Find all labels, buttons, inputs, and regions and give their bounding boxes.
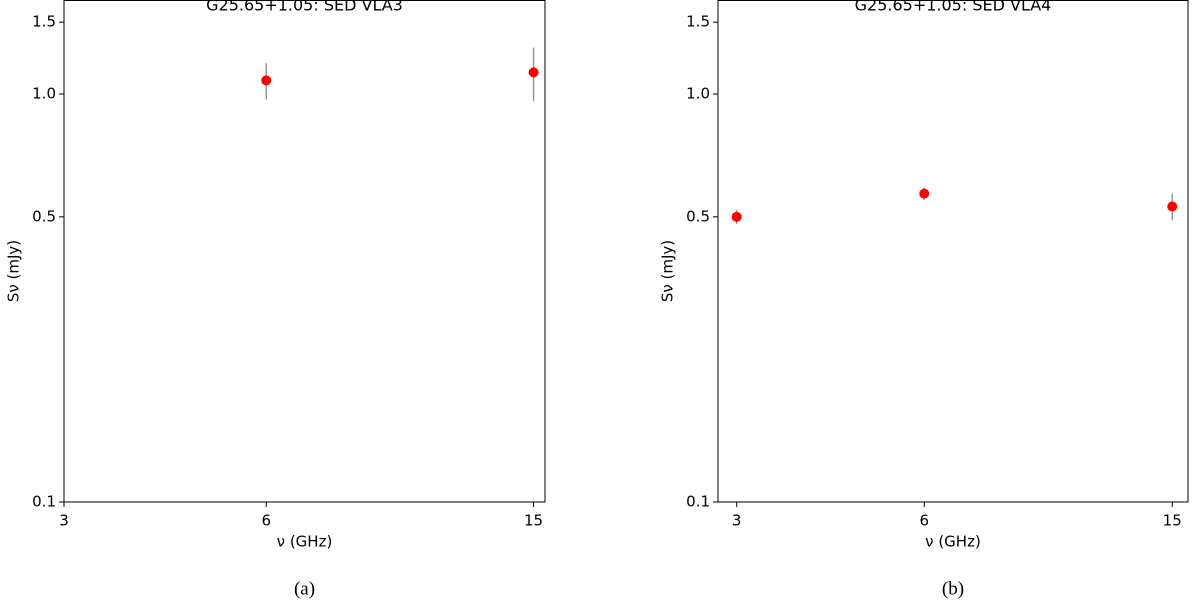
plot-frame	[717, 0, 1189, 503]
x-axis-label: ν (GHz)	[925, 533, 981, 551]
x-axis-label: ν (GHz)	[277, 533, 333, 551]
x-tick-label: 3	[732, 512, 742, 530]
chart-title: G25.65+1.05: SED VLA4	[855, 0, 1052, 15]
x-tick-label: 15	[1163, 512, 1182, 530]
x-tick-label: 6	[261, 512, 271, 530]
x-tick-label: 15	[524, 512, 543, 530]
y-tick-label: 0.5	[686, 207, 710, 225]
data-point	[919, 188, 930, 199]
data-point	[528, 67, 539, 78]
x-tick-label: 3	[59, 512, 69, 530]
y-axis-label: Sν (mJy)	[5, 240, 23, 302]
y-tick-label: 0.5	[32, 207, 56, 225]
plot-frame	[63, 0, 546, 503]
data-point	[261, 75, 272, 86]
chart-title: G25.65+1.05: SED VLA3	[206, 0, 403, 15]
caption: (b)	[942, 578, 964, 599]
y-tick-label: 1.5	[32, 13, 56, 31]
caption: (a)	[294, 578, 315, 599]
y-tick-label: 1.0	[32, 85, 56, 103]
data-point	[1167, 201, 1178, 212]
y-tick-label: 1.5	[686, 13, 710, 31]
y-tick-label: 0.1	[686, 493, 710, 511]
y-tick-label: 0.1	[32, 493, 56, 511]
x-tick-label: 6	[919, 512, 929, 530]
y-axis-label: Sν (mJy)	[659, 240, 677, 302]
y-tick-label: 1.0	[686, 85, 710, 103]
data-point	[731, 211, 742, 222]
